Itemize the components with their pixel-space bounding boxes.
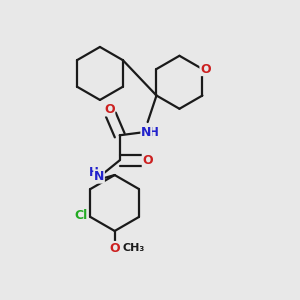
Text: N: N: [141, 126, 152, 139]
Text: Cl: Cl: [74, 209, 88, 222]
Text: O: O: [110, 242, 120, 254]
Text: O: O: [200, 62, 211, 76]
Text: O: O: [142, 154, 153, 167]
Text: H: H: [89, 167, 99, 179]
Text: O: O: [104, 103, 115, 116]
Text: N: N: [94, 170, 104, 183]
Text: CH₃: CH₃: [123, 243, 145, 253]
Text: H: H: [148, 126, 158, 139]
